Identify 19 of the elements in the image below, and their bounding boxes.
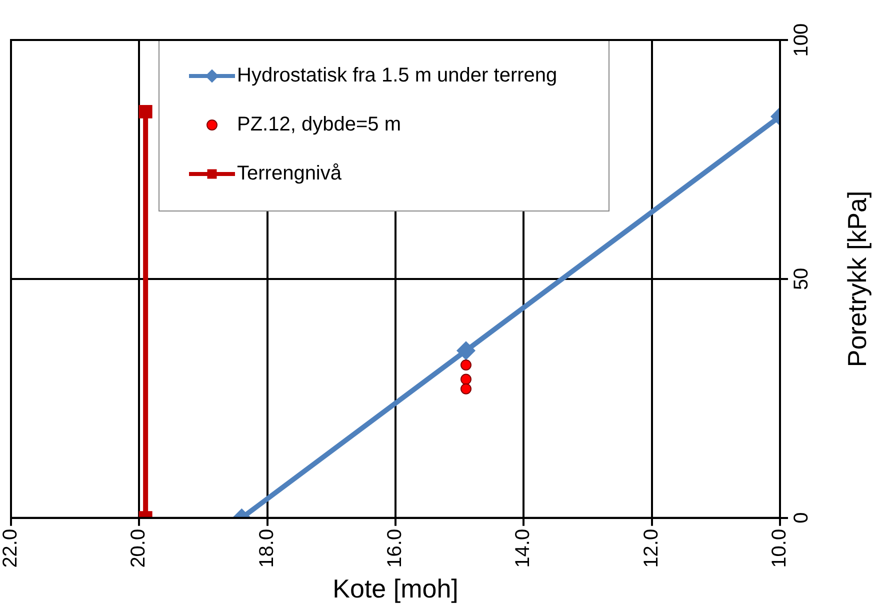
legend-label: PZ.12, dybde=5 m <box>237 114 401 136</box>
x-tick-label: 20.0 <box>128 528 150 568</box>
x-tick-label: 18.0 <box>256 528 278 568</box>
legend-label: Terrengnivå <box>237 162 342 185</box>
point <box>460 359 472 370</box>
x-axis-title: Kote [moh] <box>332 574 458 604</box>
x-tick-label: 22.0 <box>0 528 22 568</box>
point <box>138 104 152 118</box>
y-tick-label: 100 <box>790 23 813 57</box>
point <box>460 374 472 385</box>
x-tick-label: 10.0 <box>768 528 791 568</box>
x-tick-label: 14.0 <box>512 528 534 568</box>
x-tick-label: 12.0 <box>640 528 662 568</box>
y-tick-label: 0 <box>790 512 813 524</box>
legend-label: Hydrostatisk fra 1.5 m under terreng <box>237 64 558 87</box>
point <box>460 383 472 394</box>
y-tick-label: 50 <box>790 268 813 290</box>
y-axis-title: Poretrykk [kPa] <box>842 190 872 368</box>
x-tick-label: 16.0 <box>384 528 406 568</box>
